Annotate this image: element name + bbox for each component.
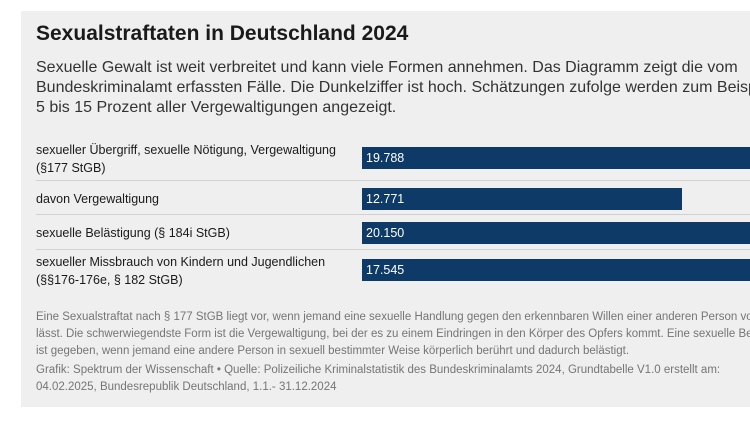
bar	[362, 188, 682, 210]
footnote: Eine Sexualstraftat nach § 177 StGB lieg…	[36, 311, 750, 357]
bar-value-label: 19.788	[366, 151, 405, 165]
bar-value-label: 17.545	[366, 263, 405, 277]
row-divider	[36, 180, 750, 181]
chart-subtitle: Sexuelle Gewalt ist weit verbreitet und …	[36, 59, 750, 116]
chart-title: Sexualstraftaten in Deutschland 2024	[36, 22, 409, 45]
bar-value-label: 20.150	[366, 226, 405, 240]
bar-value-label: 12.771	[366, 192, 405, 206]
bar	[362, 222, 750, 244]
bar	[362, 147, 750, 169]
category-label: sexuelle Belästigung (§ 184i StGB)	[36, 226, 230, 240]
bar	[362, 259, 750, 281]
chart-card: Sexualstraftaten in Deutschland 2024 Sex…	[21, 11, 750, 407]
row-divider	[36, 249, 750, 250]
category-label: sexueller Missbrauch von Kindern und Jug…	[36, 255, 326, 287]
source-credit: Grafik: Spektrum der Wissenschaft • Quel…	[36, 364, 721, 393]
row-divider	[36, 214, 750, 215]
category-label: sexueller Übergriff, sexuelle Nötigung, …	[36, 143, 336, 175]
category-label: davon Vergewaltigung	[36, 192, 160, 206]
